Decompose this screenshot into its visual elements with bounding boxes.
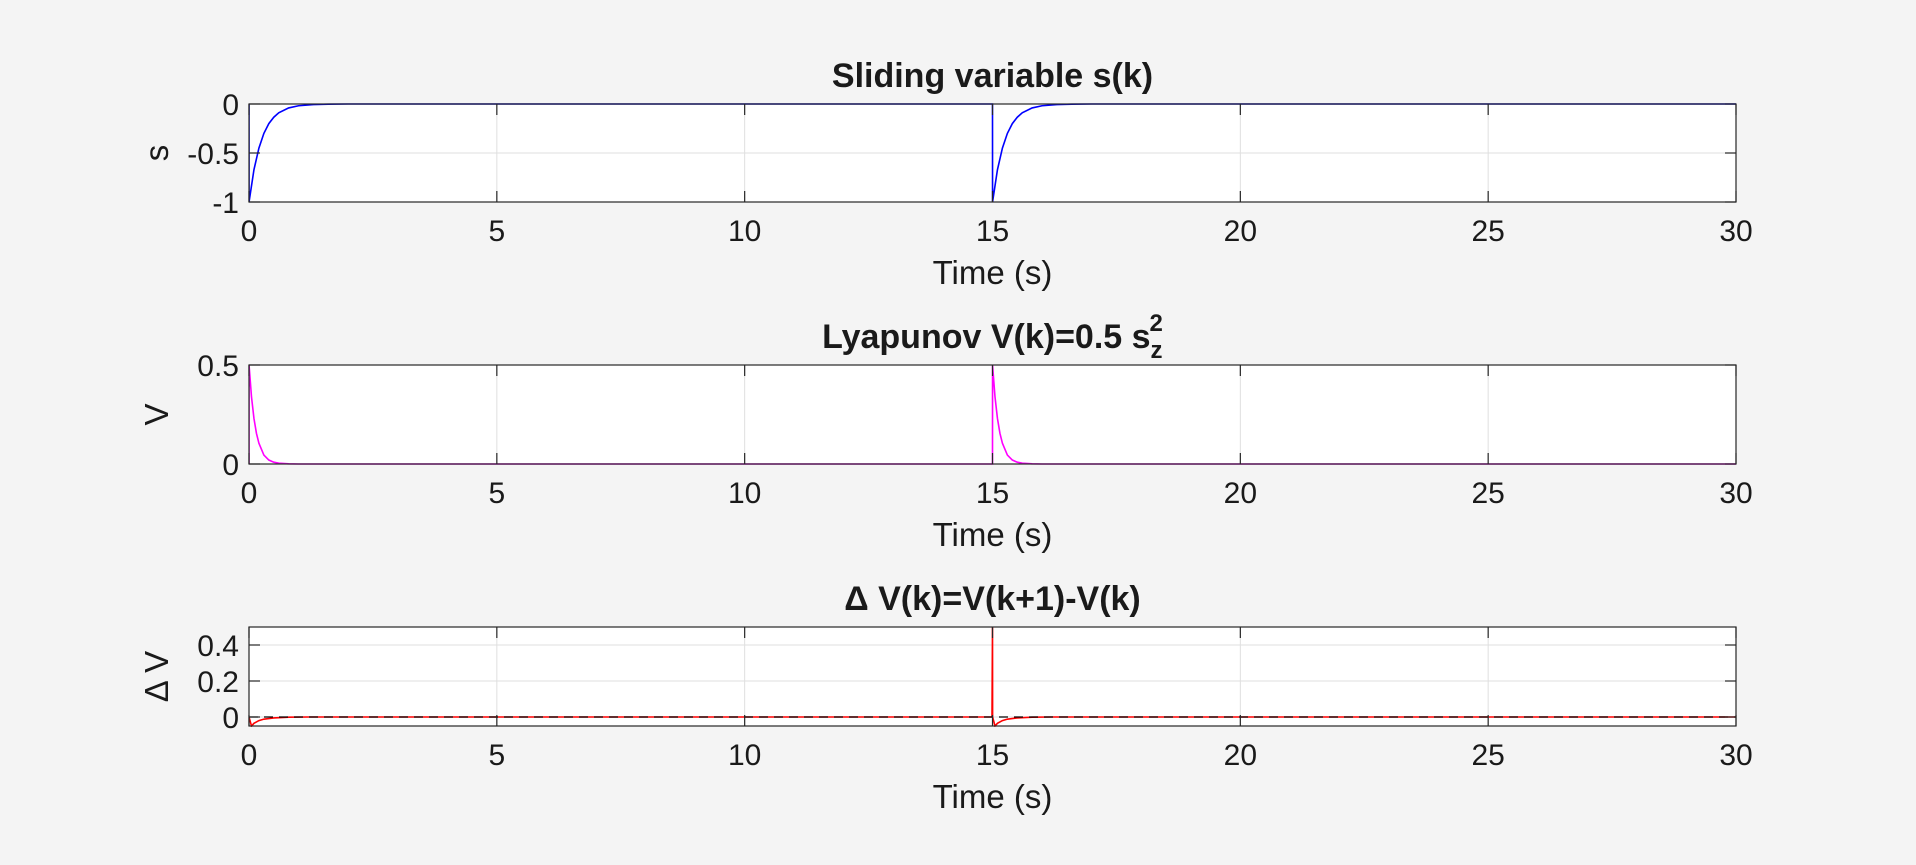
x-tick-label: 5 xyxy=(488,739,505,772)
chart-title: Sliding variable s(k) xyxy=(832,57,1153,95)
subplot-2: 0 5 10 15 20 25 30 0 0.5 Time (s) V Lyapunov V(k)=0… xyxy=(138,310,1753,553)
x-tick-label: 0 xyxy=(241,215,258,248)
x-tick-label: 20 xyxy=(1224,215,1257,248)
x-tick-label: 30 xyxy=(1719,215,1752,248)
x-axis-label: Time (s) xyxy=(933,778,1053,815)
y-tick-label: 0 xyxy=(222,702,239,735)
y-tick-label: 0.2 xyxy=(197,666,239,699)
x-axis-label: Time (s) xyxy=(933,516,1053,553)
x-tick-label: 0 xyxy=(241,477,258,510)
chart-title-superscript: 2 xyxy=(1150,310,1163,337)
chart-title: Δ V(k)=V(k+1)-V(k) xyxy=(844,580,1141,618)
x-axis-label: Time (s) xyxy=(933,254,1053,291)
y-axis-label: s xyxy=(138,145,175,162)
chart-title-main: Lyapunov V(k)=0.5 s xyxy=(822,318,1150,356)
y-tick-label: 0.4 xyxy=(197,630,239,663)
x-tick-label: 30 xyxy=(1719,477,1752,510)
x-tick-label: 25 xyxy=(1471,215,1504,248)
x-tick-label: 0 xyxy=(241,739,258,772)
y-tick-label: 0 xyxy=(222,89,239,122)
x-tick-label: 10 xyxy=(728,215,761,248)
x-tick-label: 20 xyxy=(1224,739,1257,772)
y-tick-label: -1 xyxy=(212,187,239,220)
x-tick-label: 20 xyxy=(1224,477,1257,510)
x-tick-label: 5 xyxy=(488,477,505,510)
x-tick-label: 15 xyxy=(976,215,1009,248)
x-tick-label: 10 xyxy=(728,477,761,510)
y-tick-label: -0.5 xyxy=(187,138,239,171)
x-tick-label: 15 xyxy=(976,477,1009,510)
subplot-1: 0 5 10 15 20 25 30 -1 -0.5 0 Time (s) s Sliding vari… xyxy=(138,57,1753,291)
chart-title: Lyapunov V(k)=0.5 sz2 xyxy=(822,310,1163,364)
y-tick-label: 0.5 xyxy=(197,350,239,383)
x-tick-label: 10 xyxy=(728,739,761,772)
x-tick-label: 15 xyxy=(976,739,1009,772)
chart-title-subscript: z xyxy=(1151,337,1163,364)
x-tick-label: 5 xyxy=(488,215,505,248)
x-tick-label: 25 xyxy=(1471,477,1504,510)
y-tick-label: 0 xyxy=(222,449,239,482)
y-axis-label: V xyxy=(138,403,175,425)
y-axis-label: Δ V xyxy=(138,651,175,702)
x-tick-label: 30 xyxy=(1719,739,1752,772)
x-tick-label: 25 xyxy=(1471,739,1504,772)
